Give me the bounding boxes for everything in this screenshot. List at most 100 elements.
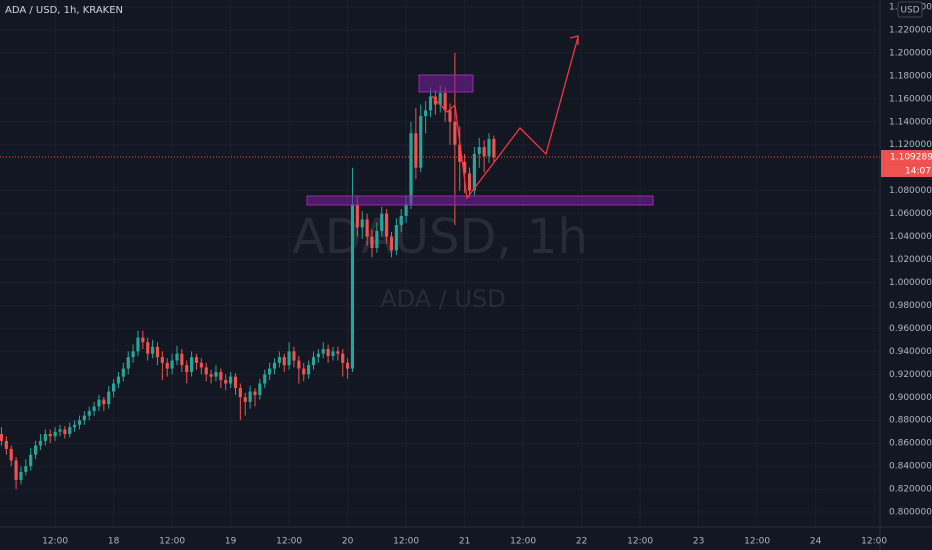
y-tick-label: 1.020000 (889, 255, 932, 265)
x-tick-label: 21 (459, 537, 470, 547)
candle-body (336, 351, 340, 354)
candle-body (0, 434, 4, 441)
candle-body (38, 440, 43, 446)
candle-body (243, 397, 247, 402)
x-tick-label: 23 (693, 537, 704, 547)
candle-body (448, 110, 452, 122)
watermark: ADAUSD, 1h (292, 209, 588, 265)
candle-body (14, 460, 18, 480)
currency-button[interactable] (897, 1, 923, 18)
candle-body (204, 367, 208, 375)
candle-body (380, 213, 384, 231)
candle-body (97, 399, 101, 407)
candles (0, 52, 496, 490)
currency[interactable]: USD (900, 6, 919, 16)
candle-body (53, 431, 57, 437)
candle-body (170, 360, 174, 369)
candle-body (321, 349, 325, 354)
candle-body (482, 147, 486, 157)
x-tick-label: 20 (342, 537, 354, 547)
candle-body (438, 93, 442, 105)
candle-body (346, 362, 350, 369)
candle-body (307, 365, 311, 375)
candle-body (253, 391, 257, 395)
x-tick-label: 12:00 (510, 537, 536, 547)
candle-body (24, 466, 28, 472)
y-tick-label: 1.200000 (889, 48, 932, 58)
candle-body (180, 353, 184, 366)
y-tick-label: 1.120000 (889, 140, 932, 150)
last-price-label: 1.109289 (890, 153, 932, 163)
axis-labels: 0.800000 0.820000 0.840000 0.860000 0.880000… (42, 3, 932, 547)
candle-body (165, 362, 169, 369)
arrow-head (569, 35, 579, 45)
resistance-zone (418, 74, 474, 93)
candle-body (19, 471, 23, 480)
candle-body (297, 360, 301, 369)
y-tick-label: 1.040000 (889, 232, 932, 242)
candle-body (43, 434, 47, 441)
candle-body (92, 406, 96, 412)
y-tick-label: 0.960000 (889, 324, 932, 334)
y-tick-label: 0.900000 (889, 393, 932, 403)
candle-body (331, 351, 335, 356)
y-tick-label: 0.860000 (889, 439, 932, 449)
y-tick-label: 0.920000 (889, 370, 932, 380)
candle-body (458, 144, 462, 162)
candle-body (282, 357, 286, 366)
x-tick-label: 12:00 (861, 537, 887, 547)
y-tick-label: 0.800000 (889, 508, 932, 518)
x-tick-label: 19 (225, 537, 237, 547)
candle-body (487, 139, 491, 157)
candle-body (302, 368, 306, 375)
candle-body (248, 391, 252, 402)
grid (0, 0, 880, 527)
y-tick-label: 1.140000 (889, 117, 932, 127)
candle-body (404, 204, 408, 216)
candle-body (194, 357, 199, 363)
candle-body (185, 365, 189, 373)
candle-body (419, 116, 423, 168)
candle-body (63, 429, 67, 435)
candle-body (268, 368, 272, 375)
candle-body (4, 440, 8, 449)
candle-body (428, 96, 433, 111)
support-zone (306, 195, 654, 206)
candle-body (126, 357, 130, 369)
candle-body (102, 399, 106, 405)
candle-body (58, 429, 62, 432)
candle-body (136, 337, 140, 352)
candle-body (9, 448, 13, 461)
candle-body (409, 133, 413, 205)
candle-body (199, 362, 203, 368)
candle-body (151, 346, 155, 354)
candle-body (414, 133, 418, 168)
candle-body (316, 353, 320, 358)
candle-body (433, 96, 437, 105)
candle-body (34, 445, 38, 455)
candle-body (311, 357, 316, 366)
x-tick-label: 12:00 (159, 537, 185, 547)
candle-body (82, 415, 86, 421)
drawings (306, 35, 654, 206)
candle-body (350, 204, 355, 369)
candle-body (190, 357, 194, 373)
candle-body (224, 380, 228, 384)
candle-body (394, 225, 398, 251)
candle-body (258, 383, 262, 395)
candle-body (29, 454, 33, 467)
x-tick-label: 12:00 (744, 537, 770, 547)
y-tick-label: 1.000000 (889, 278, 932, 288)
candle-body (292, 351, 296, 361)
time-axis (0, 527, 932, 550)
candle-body (214, 372, 218, 377)
y-tick-label: 1.080000 (889, 186, 932, 196)
x-tick-label: 18 (108, 537, 120, 547)
candle-body (277, 357, 281, 363)
candle-body (116, 376, 121, 384)
candle-body (492, 139, 496, 158)
candle-body (360, 219, 364, 228)
candle-body (219, 372, 223, 381)
countdown-box (881, 164, 932, 178)
candle-body (141, 337, 145, 343)
